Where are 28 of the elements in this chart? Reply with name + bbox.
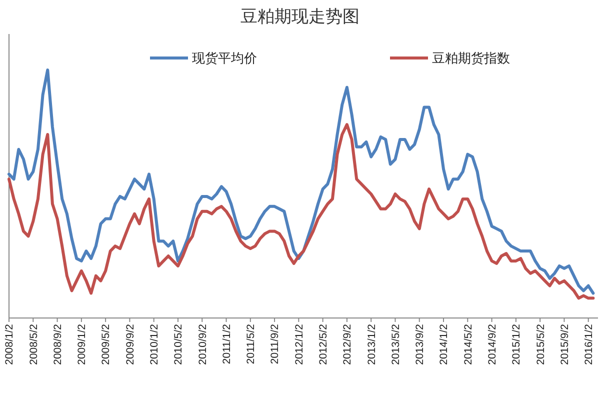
x-tick-label: 2011/1/2 <box>220 324 233 364</box>
x-tick-label: 2012/5/2 <box>317 324 330 365</box>
chart-title: 豆粕期现走势图 <box>240 7 360 27</box>
x-tick-label: 2010/9/2 <box>196 324 209 365</box>
x-tick-label: 2009/9/2 <box>124 324 136 365</box>
x-tick-label: 2011/9/2 <box>269 324 282 364</box>
x-tick-label: 2010/5/2 <box>172 324 185 365</box>
x-tick-label: 2011/5/2 <box>245 324 258 364</box>
x-tick-label: 2015/5/2 <box>534 324 547 365</box>
x-tick-label: 2008/5/2 <box>28 324 40 365</box>
x-tick-label: 2014/9/2 <box>486 324 498 365</box>
x-tick-label: 2009/5/2 <box>100 324 112 365</box>
legend-label: 豆粕期货指数 <box>432 52 510 67</box>
x-tick-label: 2008/9/2 <box>52 324 64 365</box>
x-tick-label: 2014/5/2 <box>462 324 474 365</box>
x-tick-label: 2015/9/2 <box>558 324 571 365</box>
x-tick-label: 2008/1/2 <box>4 324 16 365</box>
x-tick-label: 2013/1/2 <box>366 324 378 365</box>
x-tick-label: 2009/1/2 <box>76 324 88 365</box>
x-tick-label: 2010/1/2 <box>148 324 161 365</box>
x-tick-label: 2012/1/2 <box>293 324 306 365</box>
x-tick-label: 2013/5/2 <box>390 324 402 365</box>
x-tick-label: 2014/1/2 <box>438 324 450 365</box>
x-tick-label: 2016/1/2 <box>583 324 596 365</box>
x-tick-label: 2013/9/2 <box>414 324 426 365</box>
x-tick-label: 2015/1/2 <box>510 324 523 365</box>
x-tick-label: 2012/9/2 <box>342 324 354 365</box>
legend-label: 现货平均价 <box>192 52 257 67</box>
